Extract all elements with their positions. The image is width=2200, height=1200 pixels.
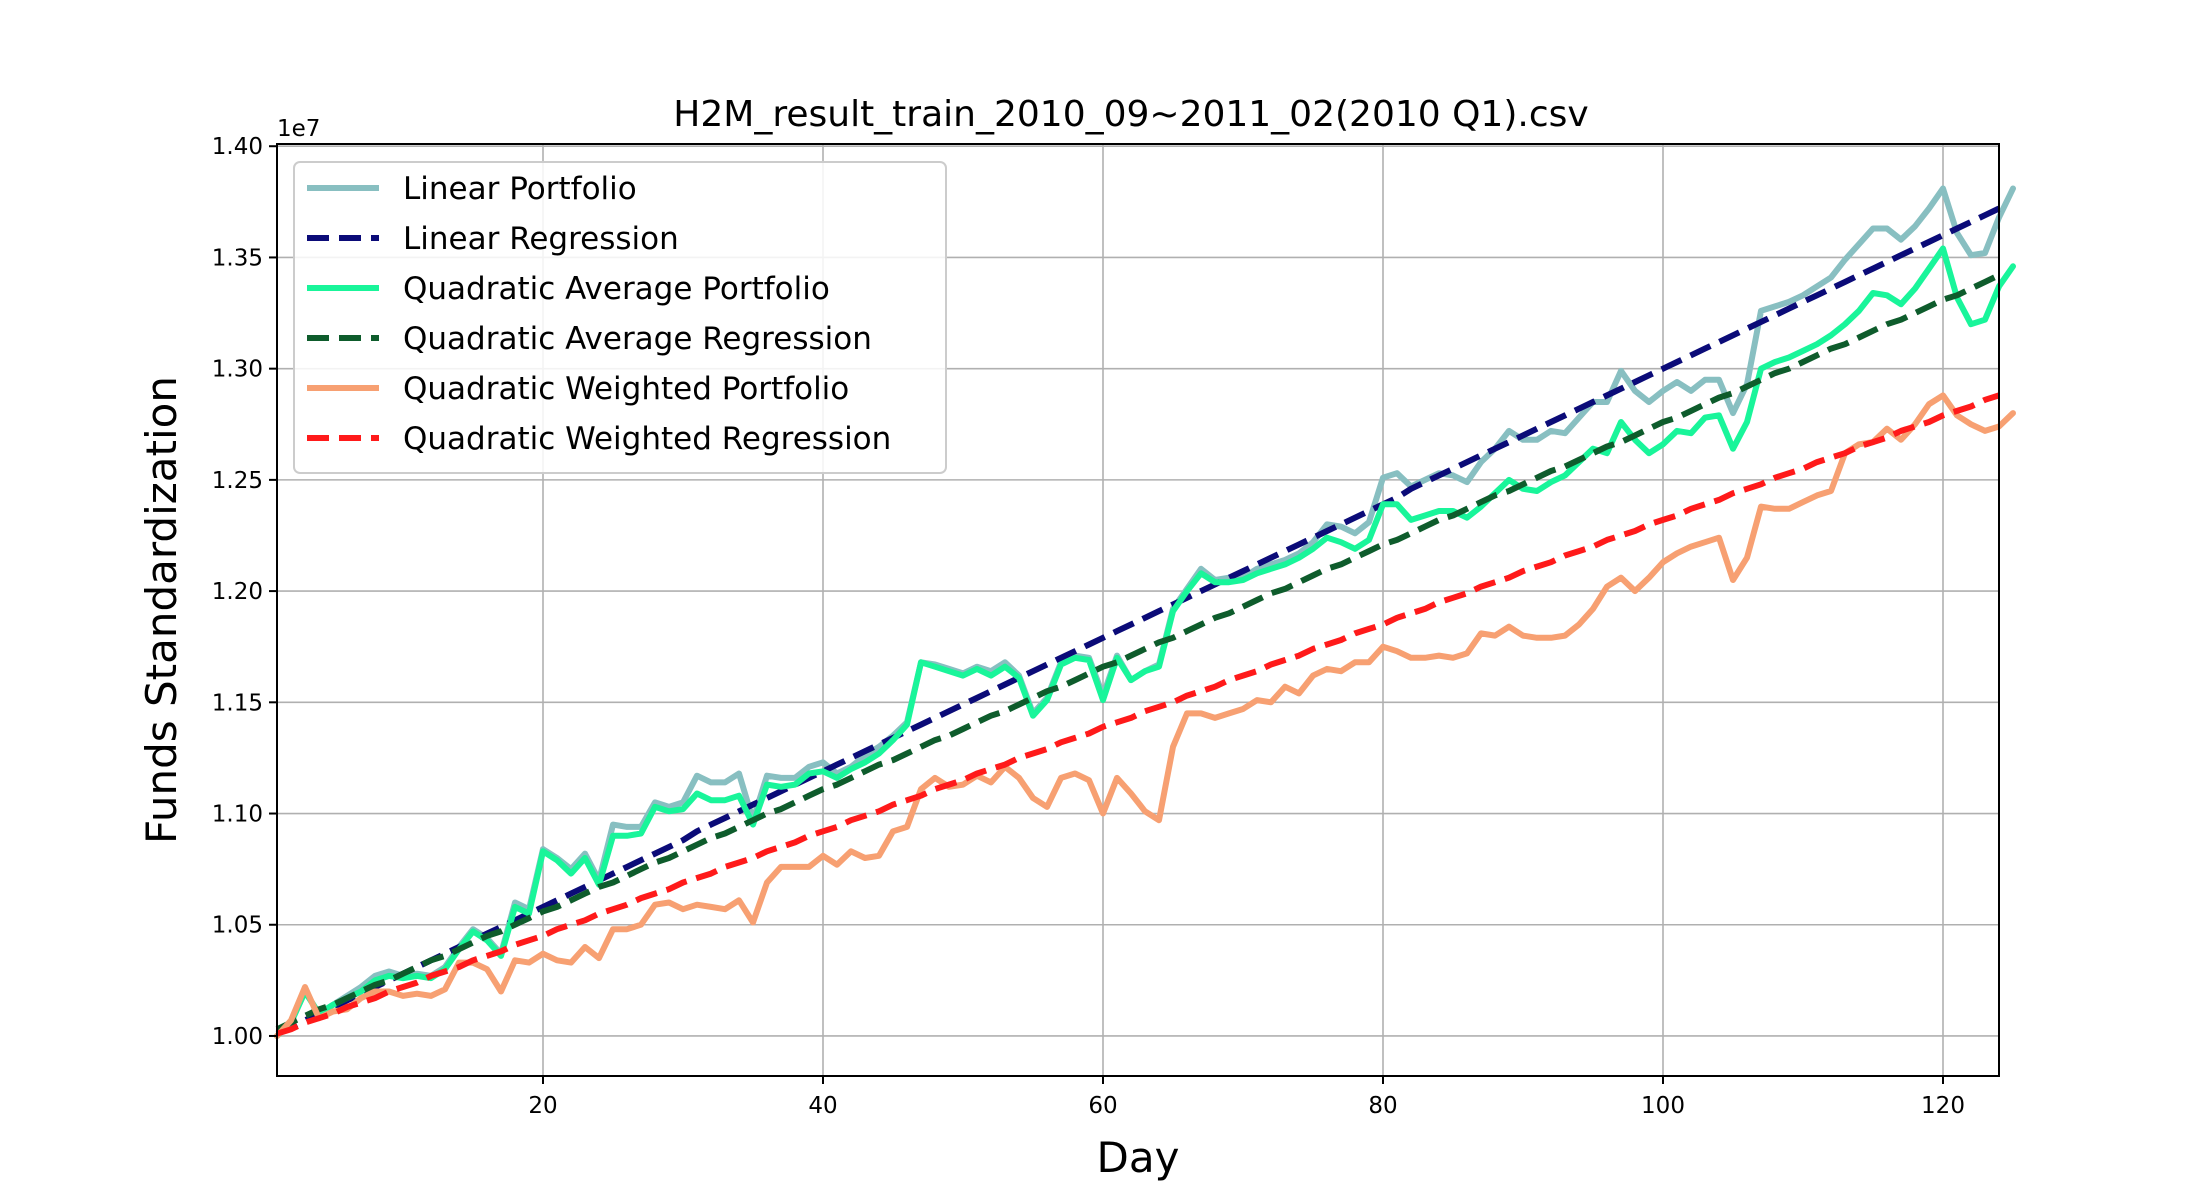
x-tick-label: 40: [808, 1093, 837, 1119]
legend-label-3: Quadratic Average Portfolio: [403, 271, 830, 307]
plot-frame: [276, 143, 2000, 1077]
x-tick-label: 60: [1088, 1093, 1117, 1119]
y-tick-label: 1.40: [212, 134, 263, 160]
axis-ticks: 20 40 60 80 100 120 1.00 1.05 1.10 1.15 1.20 1.25 1.…: [212, 134, 1965, 1119]
legend-label-5: Quadratic Weighted Portfolio: [403, 371, 849, 407]
y-tick-label: 1.20: [212, 579, 263, 605]
y-offset-label: 1e7: [277, 116, 320, 142]
series-lines: [274, 185, 2016, 1039]
series-line-6: [276, 392, 2000, 1037]
y-axis-title: Funds Standardization: [137, 376, 186, 844]
x-axis-title: Day: [1097, 1133, 1180, 1182]
x-tick-label: 20: [528, 1093, 557, 1119]
y-tick-label: 1.30: [212, 357, 263, 383]
series-line-4: [275, 272, 2001, 1033]
legend-label-4: Quadratic Average Regression: [403, 321, 872, 357]
legend-label-2: Linear Regression: [403, 221, 679, 257]
series-line-5: [274, 392, 2016, 1039]
y-tick-label: 1.10: [212, 802, 263, 828]
legend-box: [293, 161, 947, 474]
x-tick-label: 100: [1641, 1093, 1685, 1119]
series-line-3: [274, 245, 2016, 1039]
chart-title: H2M_result_train_2010_09~2011_02(2010 Q1…: [673, 94, 1588, 135]
x-tick-label: 120: [1921, 1093, 1965, 1119]
y-tick-label: 1.00: [212, 1024, 263, 1050]
y-tick-label: 1.35: [212, 245, 263, 271]
legend: Linear Portfolio Linear Regression Quadrat…: [293, 161, 947, 474]
y-tick-label: 1.15: [212, 690, 263, 716]
y-tick-label: 1.25: [212, 468, 263, 494]
x-tick-label: 80: [1368, 1093, 1397, 1119]
legend-label-1: Linear Portfolio: [403, 171, 637, 207]
legend-label-6: Quadratic Weighted Regression: [403, 421, 891, 457]
y-tick-label: 1.05: [212, 913, 263, 939]
